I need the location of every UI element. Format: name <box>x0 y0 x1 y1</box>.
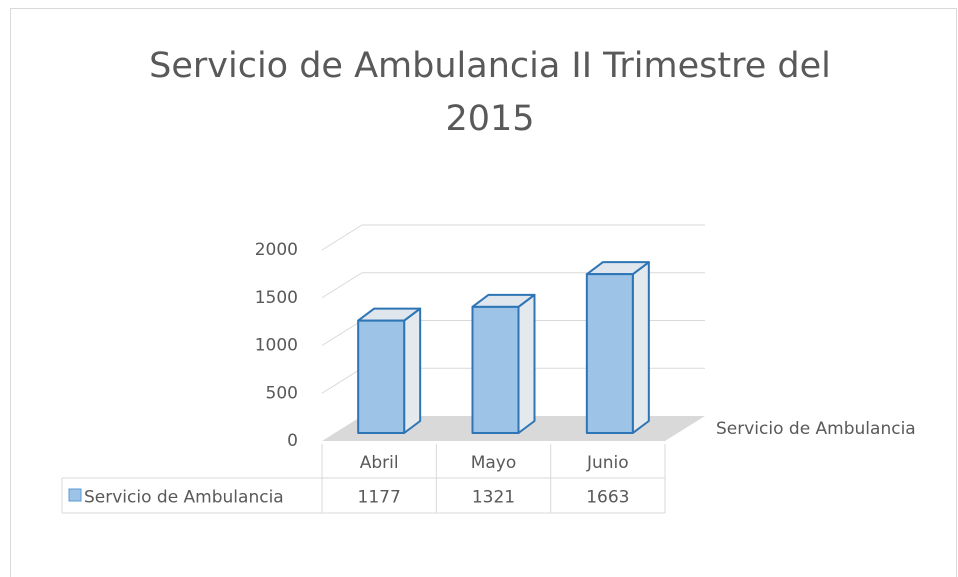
legend-label: Servicio de Ambulancia <box>84 488 284 508</box>
chart-border <box>10 8 957 577</box>
grid-line <box>321 224 705 251</box>
chart-title: Servicio de Ambulancia II Trimestre del … <box>149 46 831 139</box>
y-tick-label: 1000 <box>255 336 298 356</box>
x-tick-label: Junio <box>586 453 629 473</box>
bar-side <box>403 307 422 434</box>
y-tick-label: 0 <box>287 431 298 451</box>
depth-axis-label: Servicio de Ambulancia <box>716 419 916 439</box>
table-value: 1177 <box>358 488 401 508</box>
table-value: 1663 <box>586 488 629 508</box>
table-value: 1321 <box>472 488 515 508</box>
legend-swatch <box>68 488 82 502</box>
bar-front <box>585 273 634 434</box>
bar-front <box>471 305 520 434</box>
bar-front <box>357 319 406 434</box>
y-tick-label: 500 <box>266 383 298 403</box>
x-tick-label: Abril <box>360 453 399 473</box>
y-tick-label: 2000 <box>255 240 298 260</box>
x-tick-label: Mayo <box>471 453 517 473</box>
bar <box>585 261 650 434</box>
bar-side <box>631 261 650 434</box>
y-tick-label: 1500 <box>255 288 298 308</box>
bar-side <box>517 293 536 434</box>
bar <box>471 293 536 434</box>
bar <box>357 307 422 434</box>
